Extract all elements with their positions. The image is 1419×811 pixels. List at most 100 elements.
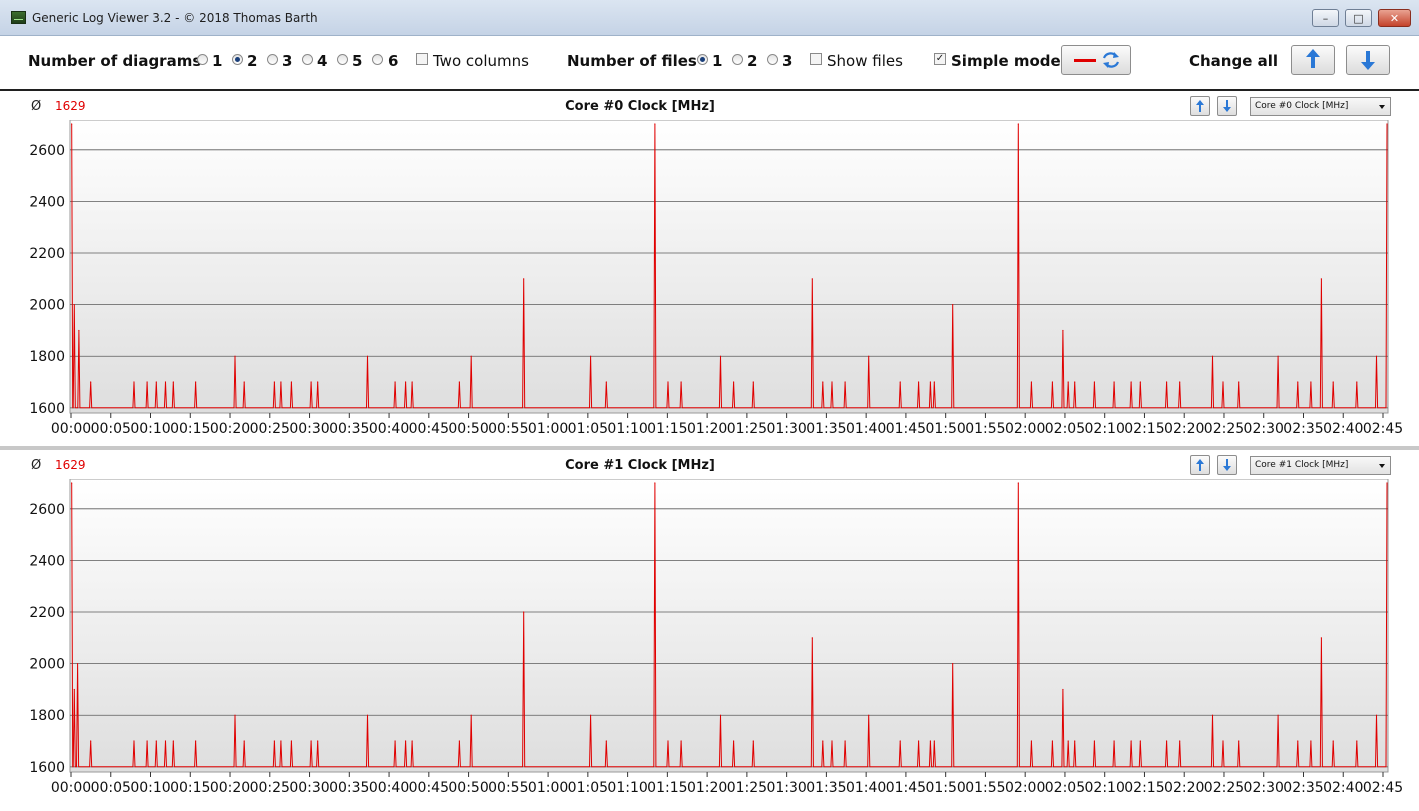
- data-point: [90, 740, 92, 742]
- diagrams-radio-2[interactable]: [232, 54, 243, 65]
- diagrams-radio-6[interactable]: [372, 54, 383, 65]
- move-up-button[interactable]: [1291, 45, 1335, 75]
- x-tick-label: 01:40: [846, 780, 886, 796]
- data-point: [1113, 740, 1115, 742]
- maximize-button[interactable]: □: [1345, 9, 1372, 27]
- chart-up-button[interactable]: [1190, 96, 1210, 116]
- data-point: [1017, 482, 1019, 484]
- x-tick-label: 01:30: [766, 421, 806, 437]
- diagram-panel-1: Ø 1629 Core #0 Clock [MHz] Core #0 Clock…: [0, 92, 1419, 448]
- data-point: [680, 740, 682, 742]
- data-point: [133, 740, 135, 742]
- data-point: [1211, 714, 1214, 716]
- arrow-up-icon: [1306, 49, 1320, 68]
- data-point: [1332, 740, 1334, 742]
- data-point: [929, 740, 932, 742]
- data-point: [1030, 381, 1033, 383]
- data-point: [458, 740, 460, 742]
- x-tick-label: 02:40: [1323, 421, 1363, 437]
- data-point: [654, 482, 656, 484]
- x-tick-label: 00:25: [250, 780, 290, 796]
- data-point: [844, 381, 846, 383]
- minimize-button[interactable]: –: [1312, 9, 1339, 27]
- data-point: [1332, 381, 1334, 383]
- arrow-down-icon: [1361, 51, 1375, 70]
- data-point: [1165, 740, 1168, 742]
- x-tick-label: 01:45: [886, 780, 926, 796]
- x-tick-label: 00:45: [409, 421, 449, 437]
- panel-splitter[interactable]: [0, 446, 1419, 450]
- data-point: [1165, 381, 1168, 383]
- data-point: [1211, 355, 1214, 357]
- channel-select-value: Core #1 Clock [MHz]: [1255, 460, 1349, 470]
- line-style-button[interactable]: [1061, 45, 1131, 75]
- data-point: [1017, 123, 1019, 125]
- data-point: [1130, 740, 1132, 742]
- diagrams-radio-1[interactable]: [197, 54, 208, 65]
- data-point: [822, 381, 824, 383]
- move-down-button[interactable]: [1346, 45, 1390, 75]
- data-point: [1062, 688, 1064, 691]
- chart-title: Core #1 Clock [MHz]: [565, 458, 715, 473]
- two-columns-checkbox[interactable]: [416, 53, 428, 65]
- data-point: [605, 381, 607, 383]
- data-point: [310, 381, 312, 383]
- x-tick-label: 00:00: [51, 421, 91, 437]
- data-point: [1067, 740, 1069, 742]
- data-point: [1277, 714, 1279, 716]
- data-point: [933, 381, 935, 383]
- x-tick-label: 00:20: [210, 780, 250, 796]
- x-tick-label: 01:00: [528, 780, 568, 796]
- files-radio-3[interactable]: [767, 54, 778, 65]
- show-files-checkbox[interactable]: [810, 53, 822, 65]
- chevron-down-icon: [1379, 105, 1385, 109]
- average-symbol: Ø: [31, 99, 42, 114]
- files-radio-1[interactable]: [697, 54, 708, 65]
- x-tick-label: 01:35: [806, 780, 846, 796]
- data-point: [667, 381, 669, 383]
- y-tick-label: 2200: [29, 605, 65, 621]
- data-point: [1297, 381, 1299, 383]
- x-tick-label: 00:15: [170, 421, 210, 437]
- x-tick-label: 02:00: [1005, 780, 1045, 796]
- data-point: [1139, 740, 1141, 742]
- data-point: [1113, 381, 1115, 383]
- simple-mode-checkbox[interactable]: ✓: [934, 53, 946, 65]
- x-tick-label: 02:30: [1244, 421, 1284, 437]
- data-point: [917, 740, 920, 742]
- data-point: [1375, 355, 1378, 357]
- data-point: [234, 355, 236, 357]
- plot-area: [69, 120, 1389, 414]
- chart-down-button[interactable]: [1217, 96, 1237, 116]
- diagrams-radio-5[interactable]: [337, 54, 348, 65]
- x-tick-label: 00:35: [329, 780, 369, 796]
- data-point: [78, 329, 80, 332]
- diagrams-radio-3[interactable]: [267, 54, 278, 65]
- number-of-diagrams-label: Number of diagrams: [28, 52, 202, 70]
- x-tick-label: 01:25: [727, 421, 767, 437]
- data-point: [1139, 381, 1141, 383]
- data-point: [273, 740, 275, 742]
- data-point: [719, 714, 722, 716]
- x-tick-label: 02:25: [1204, 421, 1244, 437]
- data-point: [1238, 740, 1240, 742]
- channel-select[interactable]: Core #1 Clock [MHz]: [1250, 456, 1391, 475]
- data-point: [458, 381, 460, 383]
- chart-down-button[interactable]: [1217, 455, 1237, 475]
- close-button[interactable]: ✕: [1378, 9, 1411, 27]
- change-all-label: Change all: [1189, 52, 1279, 70]
- data-point: [1130, 381, 1132, 383]
- channel-select[interactable]: Core #0 Clock [MHz]: [1250, 97, 1391, 116]
- title-bar: Generic Log Viewer 3.2 - © 2018 Thomas B…: [0, 0, 1419, 36]
- data-point: [195, 381, 197, 383]
- data-point: [899, 740, 901, 742]
- x-tick-label: 01:10: [607, 780, 647, 796]
- chart-up-button[interactable]: [1190, 455, 1210, 475]
- arrow-down-icon: [1223, 459, 1231, 471]
- diagrams-radio-4[interactable]: [302, 54, 313, 65]
- data-point: [73, 304, 75, 306]
- files-radio-2[interactable]: [732, 54, 743, 65]
- data-point: [1074, 381, 1076, 383]
- x-tick-label: 00:15: [170, 780, 210, 796]
